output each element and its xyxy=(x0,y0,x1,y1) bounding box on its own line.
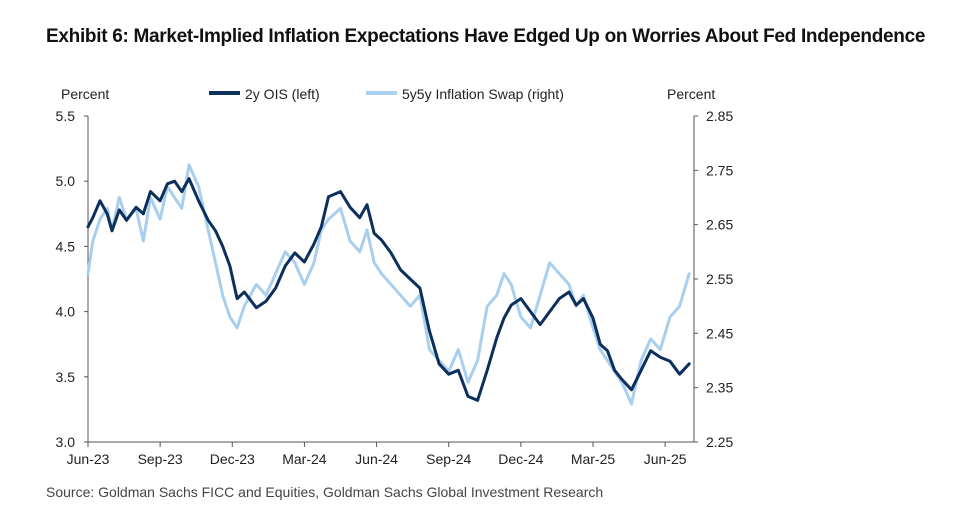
x-tick-label: Jun-24 xyxy=(355,451,398,467)
legend-label-swap: 5y5y Inflation Swap (right) xyxy=(402,86,564,102)
legend-label-ois: 2y OIS (left) xyxy=(245,86,320,102)
x-tick-label: Sep-24 xyxy=(426,451,471,467)
series-line-swap xyxy=(86,163,691,406)
right-tick-label: 2.65 xyxy=(706,217,733,233)
right-tick-label: 2.55 xyxy=(706,271,733,287)
series-line-ois xyxy=(86,177,691,402)
x-tick-label: Dec-23 xyxy=(210,451,255,467)
right-tick-label: 2.25 xyxy=(706,434,733,450)
left-tick-label: 4.0 xyxy=(56,304,76,320)
left-tick-label: 3.0 xyxy=(56,434,76,450)
left-tick-label: 3.5 xyxy=(56,369,76,385)
left-axis-label: Percent xyxy=(61,86,109,102)
right-axis-label: Percent xyxy=(667,86,715,102)
x-tick-label: Mar-25 xyxy=(571,451,616,467)
x-tick-label: Jun-25 xyxy=(644,451,687,467)
right-tick-label: 2.35 xyxy=(706,380,733,396)
x-tick-label: Dec-24 xyxy=(498,451,543,467)
x-tick-label: Mar-24 xyxy=(282,451,327,467)
left-tick-label: 5.5 xyxy=(56,108,76,124)
left-tick-label: 4.5 xyxy=(56,238,76,254)
left-tick-label: 5.0 xyxy=(56,173,76,189)
right-tick-label: 2.45 xyxy=(706,325,733,341)
right-tick-label: 2.75 xyxy=(706,162,733,178)
right-tick-label: 2.85 xyxy=(706,108,733,124)
legend: 2y OIS (left) 5y5y Inflation Swap (right… xyxy=(209,86,564,102)
source-note: Source: Goldman Sachs FICC and Equities,… xyxy=(46,484,604,500)
x-tick-label: Sep-23 xyxy=(138,451,183,467)
x-tick-label: Jun-23 xyxy=(67,451,110,467)
chart-title: Exhibit 6: Market-Implied Inflation Expe… xyxy=(46,26,926,47)
